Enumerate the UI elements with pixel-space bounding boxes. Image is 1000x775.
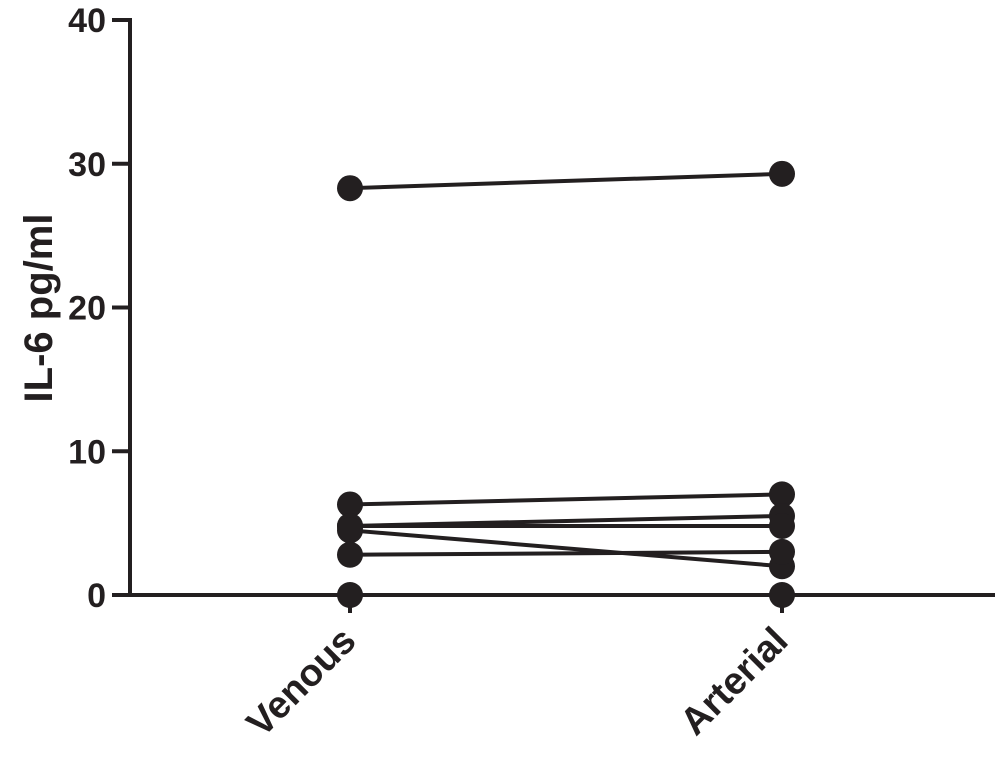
x-tick-label: Arterial: [673, 620, 797, 744]
series-line: [349, 171, 783, 191]
data-point: [769, 538, 795, 565]
series-lines: [349, 171, 783, 597]
series-line: [349, 528, 783, 569]
data-point: [769, 513, 795, 539]
y-axis-title: IL-6 pg/ml: [17, 214, 61, 403]
series-points: [337, 160, 795, 608]
data-point: [337, 517, 363, 544]
y-tick-label: 40: [68, 2, 106, 40]
data-point: [337, 541, 363, 568]
axes: 0 10 20 30 40 Venous Arterial: [68, 2, 995, 745]
data-point: [337, 582, 363, 608]
series-line: [349, 549, 783, 557]
y-tick-label: 10: [68, 433, 106, 471]
data-point: [337, 175, 363, 202]
series-line: [349, 492, 783, 507]
y-tick-label: 0: [87, 577, 106, 615]
data-point: [769, 481, 795, 508]
y-tick-label: 30: [68, 146, 106, 184]
data-point: [769, 582, 795, 608]
x-tick-label: Venous: [239, 620, 364, 745]
y-tick-label: 20: [68, 290, 106, 328]
labels: IL-6 pg/ml: [17, 214, 61, 403]
data-point: [337, 491, 363, 518]
data-point: [769, 160, 795, 187]
